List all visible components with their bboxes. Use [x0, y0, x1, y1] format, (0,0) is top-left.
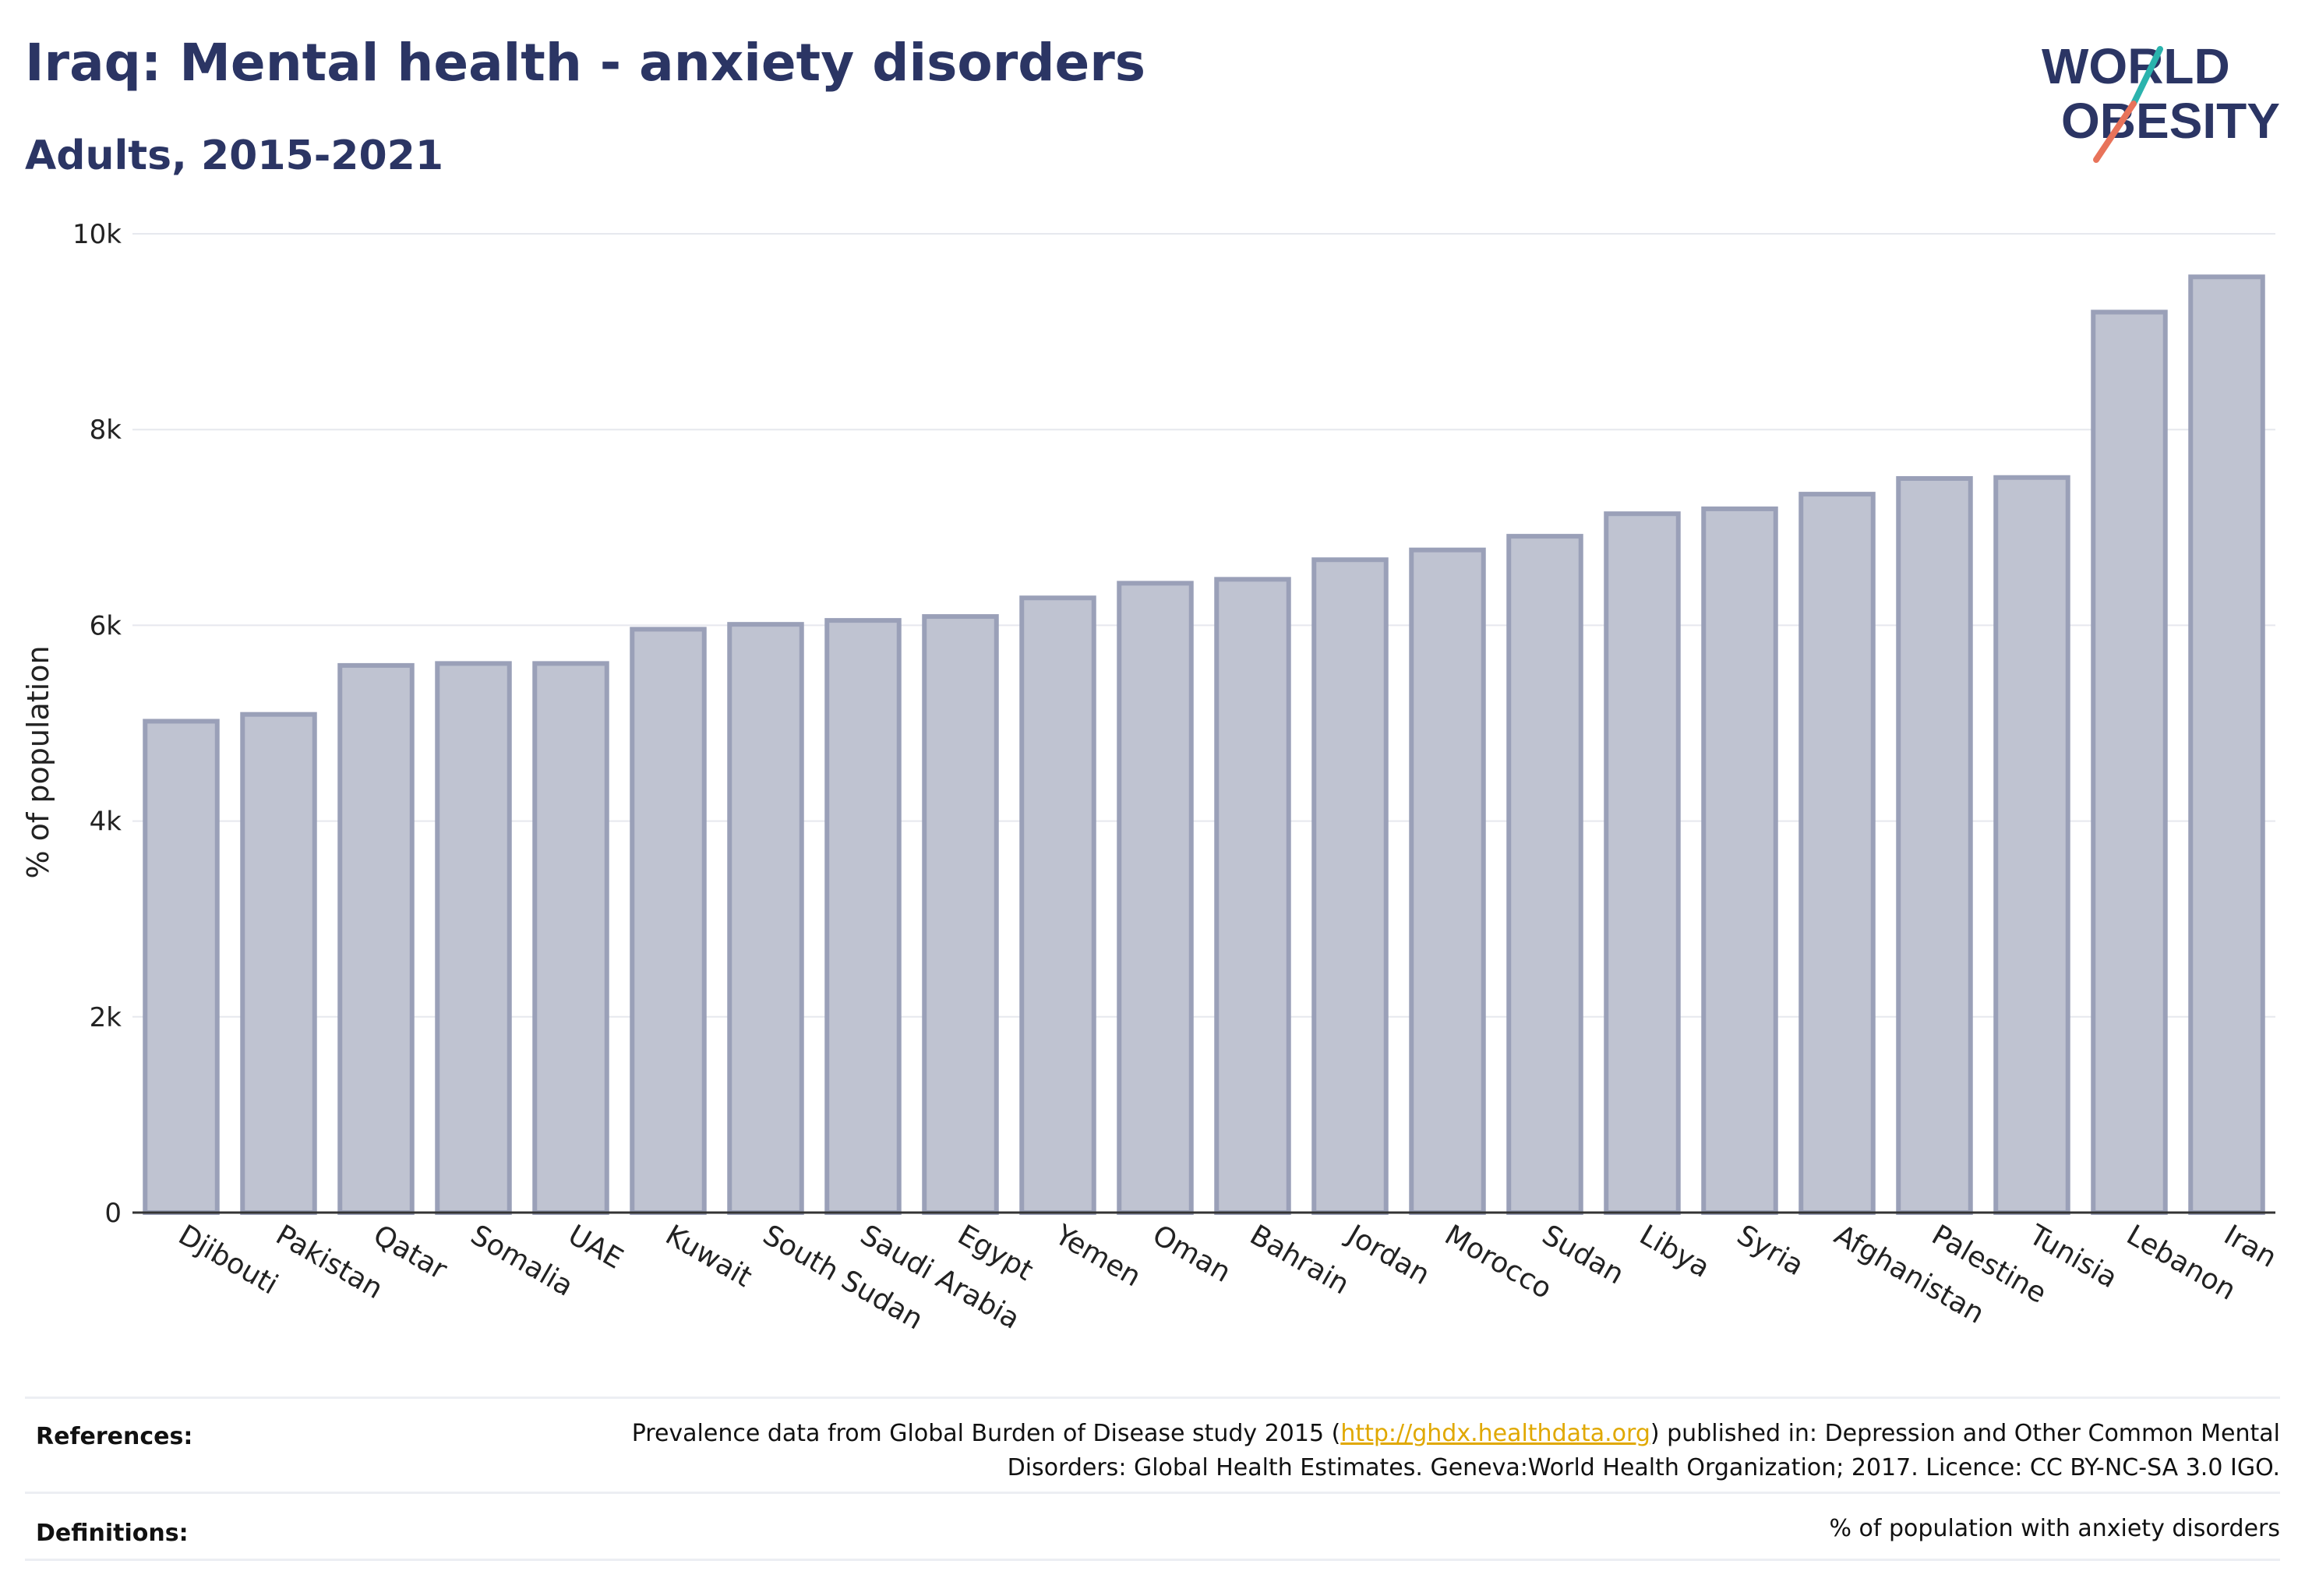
references-label: References:	[36, 1423, 193, 1450]
chart-subtitle: Adults, 2015-2021	[25, 132, 444, 179]
x-tick-label: Kuwait	[660, 1219, 757, 1294]
x-tick-label: Somalia	[465, 1219, 578, 1303]
x-tick-label: Jordan	[1340, 1218, 1435, 1291]
bar-uae[interactable]	[532, 661, 609, 1215]
bar-qatar[interactable]	[337, 662, 415, 1215]
x-tick-label: Yemen	[1049, 1219, 1146, 1294]
bar-morocco[interactable]	[1409, 547, 1486, 1215]
bar-djibouti[interactable]	[143, 719, 220, 1215]
bar-lebanon[interactable]	[2091, 309, 2168, 1216]
x-tick-label: Djibouti	[173, 1219, 283, 1301]
y-tick-label: 2k	[90, 1002, 122, 1033]
bar-pakistan[interactable]	[240, 711, 317, 1215]
references-link[interactable]: http://ghdx.healthdata.org	[1340, 1420, 1650, 1447]
x-tick-label: Bahrain	[1244, 1219, 1354, 1301]
footer-divider-bottom	[25, 1559, 2280, 1561]
x-tick-label: Syria	[1731, 1219, 1809, 1282]
x-tick-label: Iran	[2219, 1219, 2282, 1274]
y-tick-labels: 0 2k 4k 6k 8k 10k	[72, 219, 122, 1229]
y-tick-label: 0	[104, 1198, 122, 1229]
y-tick-label: 4k	[90, 807, 122, 838]
bar-yemen[interactable]	[1019, 595, 1096, 1215]
bar-afghanistan[interactable]	[1798, 492, 1876, 1215]
bar-tunisia[interactable]	[1993, 475, 2070, 1215]
references-text: Prevalence data from Global Burden of Di…	[566, 1417, 2280, 1485]
x-tick-label: Morocco	[1439, 1219, 1557, 1305]
bar-egypt[interactable]	[922, 614, 999, 1215]
bar-sudan[interactable]	[1506, 534, 1583, 1215]
x-tick-label: Lebanon	[2121, 1219, 2241, 1307]
bar-palestine[interactable]	[1896, 476, 1973, 1215]
references-text-before: Prevalence data from Global Burden of Di…	[631, 1420, 1341, 1447]
y-tick-label: 6k	[90, 610, 122, 641]
references-text-after: ) published in: Depression and Other Com…	[1007, 1420, 2280, 1481]
bar-bahrain[interactable]	[1214, 577, 1291, 1216]
bar-libya[interactable]	[1604, 511, 1681, 1215]
bar-syria[interactable]	[1701, 506, 1778, 1216]
logo-text-obesity: OBESITY	[2061, 93, 2280, 149]
world-obesity-logo: WORLD OBESITY	[2042, 38, 2280, 163]
bar-iran[interactable]	[2188, 274, 2265, 1215]
bar-kuwait[interactable]	[630, 627, 707, 1215]
footer-divider-middle	[25, 1492, 2280, 1494]
y-tick-label: 10k	[72, 219, 122, 250]
logo-slash-coral	[2093, 101, 2137, 163]
bar-somalia[interactable]	[435, 661, 512, 1215]
chart-title: Iraq: Mental health - anxiety disorders	[25, 33, 1146, 93]
bar-saudi-arabia[interactable]	[824, 618, 902, 1215]
y-axis-label: % of population	[21, 645, 55, 878]
footer-divider-top	[25, 1396, 2280, 1399]
bar-jordan[interactable]	[1311, 557, 1389, 1215]
x-tick-label: UAE	[563, 1219, 628, 1275]
x-tick-label: Libya	[1634, 1219, 1715, 1284]
definitions-text: % of population with anxiety disorders	[1829, 1515, 2280, 1542]
bar-south-sudan[interactable]	[727, 622, 804, 1215]
x-tick-label: Oman	[1147, 1219, 1236, 1289]
x-tick-label: Pakistan	[270, 1219, 388, 1305]
y-tick-label: 8k	[90, 415, 122, 446]
bars	[143, 274, 2265, 1216]
logo-text-world: WORLD	[2042, 38, 2230, 94]
logo-slash-teal	[2130, 46, 2163, 107]
bar-oman[interactable]	[1117, 581, 1194, 1215]
definitions-label: Definitions:	[36, 1520, 189, 1547]
